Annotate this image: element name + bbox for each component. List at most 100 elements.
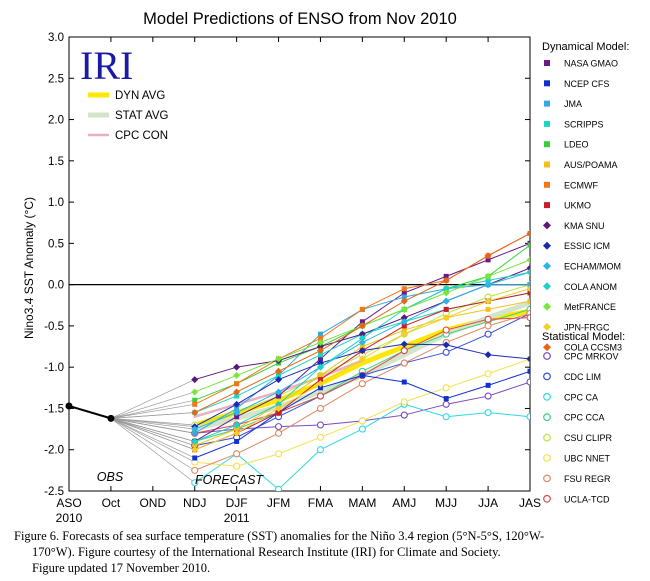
data-point-fsu-regr bbox=[358, 380, 366, 388]
y-tick-label: 0.5 bbox=[48, 238, 64, 250]
data-point-metfrance bbox=[442, 289, 450, 297]
data-point-ucla-tcd bbox=[316, 392, 325, 400]
data-point-jpn-frgc bbox=[358, 355, 366, 363]
legend: Dynamical Model: NASA GMAO NCEP CFS JMA SCRI… bbox=[542, 41, 629, 504]
data-point-cpc-mrkov bbox=[316, 421, 325, 429]
data-point-essic-icm bbox=[275, 376, 283, 384]
fan-line bbox=[110, 418, 195, 442]
data-point-essic-icm bbox=[526, 355, 530, 363]
data-point-ncep-cfs bbox=[317, 385, 323, 391]
data-point-ucla-tcd bbox=[400, 347, 408, 355]
data-point-jpn-frgc bbox=[526, 285, 530, 293]
series-line-jpn-frgc bbox=[194, 288, 530, 451]
data-point-jpn-frgc bbox=[316, 380, 324, 388]
caption-line-3: Figure updated 17 November 2010. bbox=[32, 561, 211, 575]
y-tick-label: 3.0 bbox=[48, 32, 64, 44]
data-point-aus-poama bbox=[527, 298, 530, 304]
data-point-kma-snu bbox=[358, 330, 366, 338]
legend-label-nasa-gmao: NASA GMAO bbox=[564, 59, 618, 69]
data-point-ubc-nnet bbox=[358, 417, 366, 425]
series-line-fsu-regr bbox=[194, 313, 530, 471]
data-point-echam-mom bbox=[400, 318, 408, 326]
data-point-cola-anom bbox=[275, 400, 283, 408]
data-point-nasa-gmao bbox=[234, 414, 240, 420]
fan-line bbox=[110, 412, 195, 419]
fan-line bbox=[110, 391, 195, 419]
data-point-echam-mom bbox=[484, 281, 492, 289]
data-point-nasa-gmao bbox=[359, 319, 365, 325]
data-point-aus-poama bbox=[234, 426, 240, 432]
data-point-cola-ccsm3 bbox=[526, 229, 530, 237]
data-point-ubc-nnet bbox=[400, 398, 408, 406]
caption-line-2: 170°W). Figure courtesy of the Internati… bbox=[32, 545, 501, 559]
data-point-jma bbox=[234, 405, 240, 411]
x-tick-label: JAS bbox=[519, 496, 541, 510]
data-point-ncep-cfs bbox=[485, 382, 491, 388]
data-point-fsu-regr bbox=[400, 359, 408, 367]
chart-title: Model Predictions of ENSO from Nov 2010 bbox=[143, 10, 457, 28]
data-point-ukmo bbox=[276, 410, 282, 416]
series-line-ukmo bbox=[194, 292, 530, 451]
data-point-kma-snu bbox=[316, 343, 324, 351]
legend-marker-nasa-gmao bbox=[544, 60, 550, 66]
legend-marker-ubc-nnet bbox=[543, 454, 551, 462]
legend-marker-echam-mom bbox=[543, 262, 551, 270]
data-point-ucla-tcd bbox=[526, 314, 530, 322]
legend-label-cpc-mrkov: CPC MRKOV bbox=[564, 352, 619, 362]
fan-line bbox=[110, 418, 195, 430]
data-point-aus-poama bbox=[359, 344, 365, 350]
legend-marker-csu-clipr bbox=[543, 433, 551, 442]
data-point-ubc-nnet bbox=[484, 370, 492, 378]
data-point-ubc-nnet bbox=[442, 384, 450, 392]
legend-marker-ldeo bbox=[544, 141, 550, 148]
y-tick-label: 1.0 bbox=[48, 197, 64, 209]
data-point-ecmwf bbox=[317, 335, 323, 341]
plot-area: 3.0 2.5 2.0 1.5 1.0 0.5 0.0 -0.5 -1.0 -1.5 -2.0 -2.… bbox=[44, 32, 575, 525]
data-point-ecmwf bbox=[192, 401, 198, 407]
y-axis-label: Nino3.4 SST Anomaly (°C) bbox=[22, 197, 36, 339]
data-point-jpn-frgc bbox=[275, 404, 283, 412]
x-tick-label: AMJ bbox=[392, 496, 416, 510]
data-point-cpc-ca bbox=[316, 446, 325, 454]
data-point-scripps bbox=[317, 352, 323, 358]
caption-line-1: Figure 6. Forecasts of sea surface tempe… bbox=[14, 529, 545, 543]
x-tick-label: ASO bbox=[56, 496, 81, 510]
data-point-jma bbox=[192, 430, 198, 436]
fan-line bbox=[110, 418, 195, 426]
data-point-nasa-gmao bbox=[485, 257, 491, 263]
series-line-metfrance bbox=[194, 259, 530, 393]
observation-point bbox=[107, 414, 115, 422]
data-point-cpc-ca bbox=[569, 422, 575, 428]
data-point-cpc-mrkov bbox=[274, 423, 283, 431]
data-point-jpn-frgc bbox=[484, 297, 492, 305]
data-point-ldeo bbox=[192, 397, 198, 403]
observation-line bbox=[68, 405, 112, 420]
data-point-aus-poama bbox=[192, 443, 198, 449]
data-point-cola-ccsm3 bbox=[233, 388, 241, 396]
avg-legend-label-dyn-avg: DYN AVG bbox=[115, 90, 165, 102]
legend-label-jma: JMA bbox=[564, 99, 582, 109]
series-line-echam-mom bbox=[194, 271, 530, 430]
fan-line bbox=[110, 418, 195, 484]
data-point-metfrance bbox=[526, 256, 530, 264]
iri-logo: IRI bbox=[80, 43, 133, 88]
figure-caption: Figure 6. Forecasts of sea surface tempe… bbox=[14, 528, 644, 576]
data-point-jpn-frgc bbox=[400, 330, 408, 338]
legend-label-csu-clipr: CSU CLIPR bbox=[564, 433, 613, 443]
legend-label-cpc-cca: CPC CCA bbox=[564, 413, 605, 423]
data-point-cpc-mrkov bbox=[484, 392, 492, 400]
fan-line bbox=[110, 418, 195, 446]
data-point-fsu-regr bbox=[233, 450, 241, 458]
data-point-fsu-regr bbox=[191, 466, 199, 474]
series-line-cpc-ca bbox=[194, 403, 530, 491]
data-point-metfrance bbox=[484, 272, 492, 280]
year-label: 2010 bbox=[56, 511, 83, 525]
data-point-essic-icm bbox=[484, 351, 492, 359]
data-point-cola-anom bbox=[442, 285, 450, 293]
x-tick-label: FMA bbox=[308, 496, 333, 510]
legend-label-echam-mom: ECHAM/MOM bbox=[564, 262, 621, 272]
fan-line bbox=[110, 418, 195, 463]
series-line-essic-icm bbox=[194, 343, 530, 428]
data-point-cola-anom bbox=[358, 334, 366, 342]
data-point-fsu-regr bbox=[316, 404, 325, 413]
